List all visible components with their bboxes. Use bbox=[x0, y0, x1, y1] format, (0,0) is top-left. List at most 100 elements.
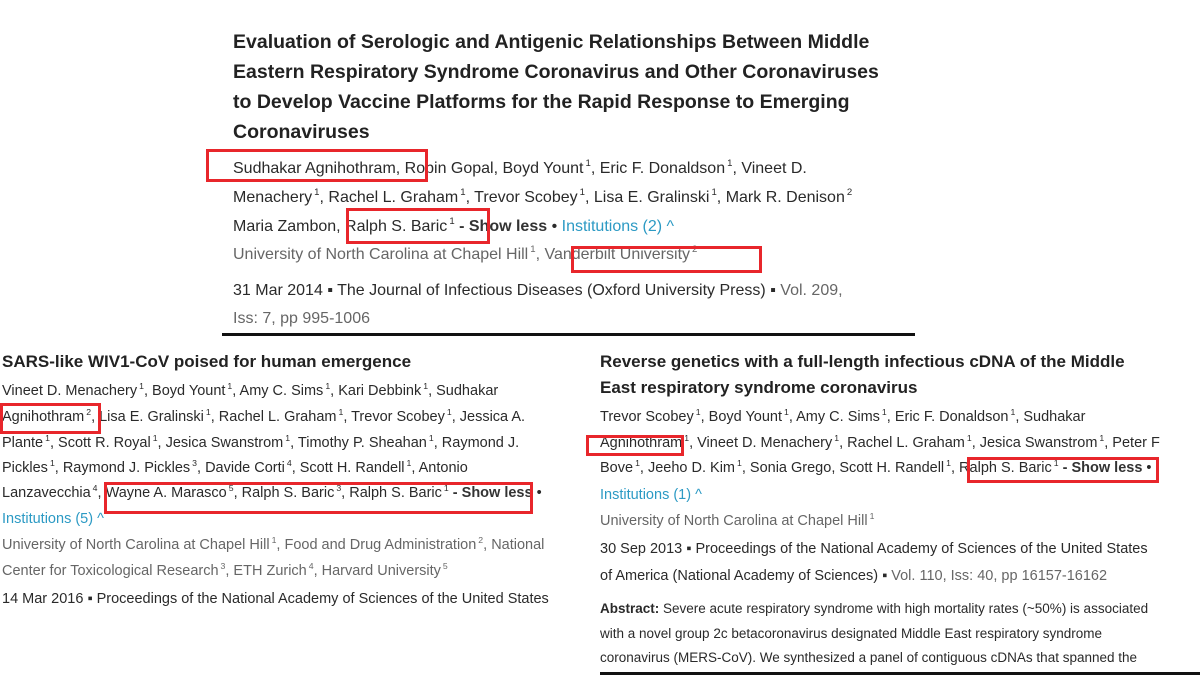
text: , Vineet D. bbox=[732, 160, 807, 177]
text: to Develop Vaccine Platforms for the Rap… bbox=[233, 91, 850, 113]
text: , Boyd Yount bbox=[700, 409, 783, 425]
text: coronavirus (MERS-CoV). We synthesized a… bbox=[600, 650, 1138, 665]
affiliation-superscript: 5 bbox=[442, 560, 448, 571]
text: Plante bbox=[2, 435, 44, 451]
affiliation-superscript: 1 bbox=[946, 457, 951, 468]
affiliation-superscript: 2 bbox=[478, 534, 484, 545]
text: Vineet D. Menachery bbox=[2, 383, 138, 399]
paper-title-line[interactable]: East respiratory syndrome coronavirus bbox=[600, 378, 917, 398]
affiliation-superscript: 3 bbox=[220, 560, 226, 571]
affiliation-superscript: 1 bbox=[205, 406, 211, 417]
text: with a novel group 2c betacoronavirus de… bbox=[600, 626, 1103, 641]
paper-title-line[interactable]: Reverse genetics with a full-length infe… bbox=[600, 352, 1125, 372]
affiliation-superscript: 4 bbox=[308, 560, 314, 571]
affiliation-superscript: 1 bbox=[737, 457, 742, 468]
highlight-box bbox=[967, 457, 1159, 483]
paper-title-line[interactable]: to Develop Vaccine Platforms for the Rap… bbox=[233, 91, 850, 114]
affiliation-superscript: 1 bbox=[530, 244, 536, 256]
affiliation-superscript: 1 bbox=[443, 482, 449, 493]
show-less-link[interactable]: - Show less bbox=[1058, 460, 1143, 476]
affiliation-superscript: 1 bbox=[1010, 406, 1016, 417]
text: of America (National Academy of Sciences… bbox=[600, 568, 892, 584]
paper-text-line: Institutions (5) ^ bbox=[2, 511, 104, 527]
paper-text-line: Institutions (1) ^ bbox=[600, 487, 702, 503]
affiliation-superscript: 1 bbox=[635, 457, 640, 468]
affiliation-superscript: 1 bbox=[684, 432, 690, 443]
text: , Amy C. Sims bbox=[788, 409, 880, 425]
affiliation-superscript: 4 bbox=[286, 457, 292, 468]
abstract-label: Abstract: bbox=[600, 601, 660, 616]
text: , Scott H. Randell bbox=[291, 460, 405, 476]
text: , Rachel L. Graham bbox=[319, 189, 459, 206]
text: Trevor Scobey bbox=[600, 409, 694, 425]
affiliation-superscript: 1 bbox=[727, 158, 733, 170]
affiliation-superscript: 1 bbox=[446, 406, 452, 417]
text: , Ralph S. Baric bbox=[341, 485, 442, 501]
text: , Sudhakar bbox=[1015, 409, 1086, 425]
text: , Amy C. Sims bbox=[232, 383, 324, 399]
paper-text-line: Sudhakar Agnihothram, Robin Gopal, Boyd … bbox=[233, 158, 807, 178]
text: Center for Toxicological Research bbox=[2, 563, 219, 579]
paper-text-line: with a novel group 2c betacoronavirus de… bbox=[600, 626, 1102, 641]
text: , Sudhakar bbox=[428, 383, 499, 399]
text: , Vanderbilt University bbox=[535, 246, 691, 263]
highlight-box bbox=[206, 149, 428, 182]
paper-title-line[interactable]: Evaluation of Serologic and Antigenic Re… bbox=[233, 31, 869, 54]
text: , Raymond J. bbox=[433, 435, 520, 451]
text: , Scott R. Royal bbox=[49, 435, 151, 451]
highlight-box bbox=[586, 435, 684, 456]
affiliation-superscript: 2 bbox=[86, 406, 92, 417]
paper-text-line: Center for Toxicological Research 3, ETH … bbox=[2, 560, 448, 579]
text: 14 Mar 2016 ▪ Proceedings of the Nationa… bbox=[2, 591, 549, 607]
show-less-link[interactable]: - Show less bbox=[454, 218, 548, 235]
text: , Harvard University bbox=[313, 563, 441, 579]
highlight-box bbox=[346, 208, 490, 244]
affiliation-superscript: 1 bbox=[139, 380, 144, 391]
text: • bbox=[532, 485, 542, 501]
text: , Trevor Scobey bbox=[465, 189, 578, 206]
paper-text-line: Menachery 1, Rachel L. Graham 1, Trevor Sc… bbox=[233, 187, 853, 207]
affiliation-superscript: 1 bbox=[152, 432, 158, 443]
text: , Vineet D. Menachery bbox=[689, 435, 833, 451]
paper-text-line: Abstract: Severe acute respiratory syndr… bbox=[600, 601, 1148, 616]
text: University of North Carolina at Chapel H… bbox=[233, 246, 529, 263]
text: Menachery bbox=[233, 189, 313, 206]
text: , Jessica A. bbox=[451, 409, 526, 425]
affiliation-superscript: 2 bbox=[846, 187, 853, 199]
text: , Ralph S. Baric bbox=[951, 460, 1052, 476]
text: University of North Carolina at Chapel H… bbox=[2, 537, 270, 553]
paper-title-line[interactable]: Coronaviruses bbox=[233, 121, 370, 144]
affiliation-superscript: 1 bbox=[966, 432, 972, 443]
show-less-link[interactable]: - Show less bbox=[448, 485, 533, 501]
affiliation-superscript: 1 bbox=[325, 380, 331, 391]
affiliation-superscript: 1 bbox=[271, 534, 277, 545]
affiliation-superscript: 1 bbox=[695, 406, 701, 417]
text: , Ralph S. Baric bbox=[233, 485, 335, 501]
paper-text-line: 31 Mar 2014 ▪ The Journal of Infectious … bbox=[233, 282, 843, 300]
highlight-box bbox=[0, 403, 101, 434]
paper-text-line: Lanzavecchia 4, Wayne A. Marasco 5, Ralph … bbox=[2, 482, 542, 501]
paper-text-line: 30 Sep 2013 ▪ Proceedings of the Nationa… bbox=[600, 541, 1148, 557]
text: Reverse genetics with a full-length infe… bbox=[600, 352, 1125, 371]
text: Coronaviruses bbox=[233, 121, 370, 143]
affiliation-superscript: 1 bbox=[579, 187, 585, 199]
volume-info: Vol. 110, Iss: 40, pp 16157-16162 bbox=[891, 568, 1108, 584]
paper-text-line: Agnihothram 1, Vineet D. Menachery 1, Rach… bbox=[600, 432, 1160, 451]
text: , National bbox=[483, 537, 545, 553]
affiliation-superscript: 1 bbox=[49, 457, 55, 468]
text: , Lisa E. Gralinski bbox=[91, 409, 204, 425]
institutions-toggle[interactable]: Institutions (2) ^ bbox=[561, 218, 675, 235]
affiliation-superscript: 1 bbox=[1053, 457, 1059, 468]
affiliation-superscript: 1 bbox=[449, 216, 455, 228]
text: , Eric F. Donaldson bbox=[886, 409, 1009, 425]
paper-title-line[interactable]: Eastern Respiratory Syndrome Coronavirus… bbox=[233, 61, 879, 84]
affiliation-superscript: 1 bbox=[406, 457, 412, 468]
text: • bbox=[547, 218, 562, 235]
institutions-toggle[interactable]: Institutions (1) ^ bbox=[600, 487, 702, 503]
paper-title-line[interactable]: SARS-like WIV1-CoV poised for human emer… bbox=[2, 352, 411, 372]
institutions-toggle[interactable]: Institutions (5) ^ bbox=[2, 511, 104, 527]
text: 30 Sep 2013 ▪ Proceedings of the Nationa… bbox=[600, 541, 1148, 557]
text: , Jesica Swanstrom bbox=[971, 435, 1098, 451]
text: Eastern Respiratory Syndrome Coronavirus… bbox=[233, 61, 879, 83]
paper-text-line: coronavirus (MERS-CoV). We synthesized a… bbox=[600, 650, 1137, 665]
